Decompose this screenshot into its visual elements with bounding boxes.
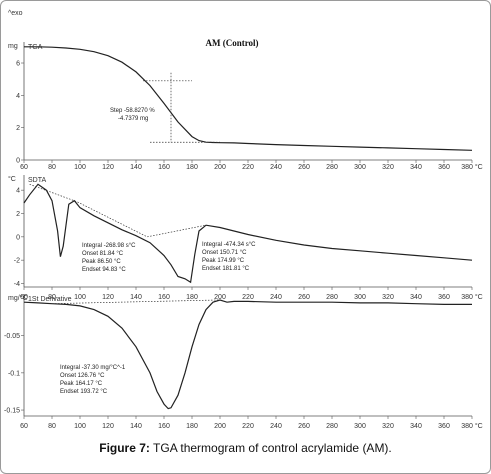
y-tick-label: -0.15 <box>4 408 20 415</box>
x-tick-label: 220 <box>242 423 254 430</box>
peak2-annotation-line: Integral -474.34 s°C <box>202 242 256 248</box>
derivative-annotation-line: Peak 164.17 °C <box>60 381 103 387</box>
curve-1st-derivative <box>23 299 472 410</box>
x-tick-label: 340 <box>410 423 422 430</box>
chart-title: AM (Control) <box>205 38 258 48</box>
x-tick-label: 60 <box>20 164 28 171</box>
step-annotation-line: -4.7379 mg <box>118 116 148 122</box>
x-tick-label: 300 <box>354 294 366 301</box>
x-tick-label: 300 <box>354 164 366 171</box>
peak1-annotation-line: Peak 86.50 °C <box>82 259 121 265</box>
peak1-annotation-line: Integral -268.98 s°C <box>82 243 136 249</box>
x-tick-label: 220 <box>242 164 254 171</box>
x-tick-label: 340 <box>410 294 422 301</box>
y-tick-label: -0.1 <box>8 370 20 377</box>
y-tick-label: 2 <box>16 211 20 218</box>
y-unit-label-2: °C <box>8 175 16 183</box>
x-tick-label: 100 <box>74 423 86 430</box>
x-tick-label: 320 <box>382 294 394 301</box>
series-label-2: SDTA <box>28 177 46 184</box>
x-tick-label: 120 <box>102 164 114 171</box>
x-tick-label: 380 °C <box>461 293 482 301</box>
series-label-3: 1St Derivative <box>28 296 72 303</box>
figure-caption: Figure 7: TGA thermogram of control acry… <box>0 441 491 455</box>
step-annotation-line: Step -58.8270 % <box>110 108 155 114</box>
y-tick-label: 6 <box>16 61 20 68</box>
x-tick-label: 360 <box>438 294 450 301</box>
x-tick-label: 100 <box>74 164 86 171</box>
x-tick-label: 80 <box>48 423 56 430</box>
x-tick-label: 140 <box>130 164 142 171</box>
curve-tga <box>24 46 473 151</box>
exo-marker: ^exo <box>8 10 23 17</box>
x-tick-label: 320 <box>382 423 394 430</box>
x-tick-label: 80 <box>48 164 56 171</box>
x-tick-label: 280 <box>326 294 338 301</box>
y-unit-label-3: mg/°C <box>8 294 28 302</box>
series-label-1: TGA <box>28 44 43 51</box>
peak2-annotation-line: Peak 174.99 °C <box>202 258 245 264</box>
x-tick-label: 180 <box>186 423 198 430</box>
caption-text: TGA thermogram of control acrylamide (AM… <box>153 441 392 455</box>
x-tick-label: 220 <box>242 294 254 301</box>
x-tick-label: 140 <box>130 423 142 430</box>
x-tick-label: 160 <box>158 423 170 430</box>
x-tick-label: 260 <box>298 164 310 171</box>
x-tick-label: 120 <box>102 294 114 301</box>
x-tick-label: 340 <box>410 164 422 171</box>
y-tick-label: 0 <box>16 158 20 165</box>
y-tick-label: 4 <box>16 93 20 100</box>
y-tick-label: -0.05 <box>4 333 20 340</box>
x-tick-label: 180 <box>186 164 198 171</box>
x-tick-label: 360 <box>438 164 450 171</box>
peak1-annotation-line: Endset 94.83 °C <box>82 267 126 273</box>
x-tick-label: 200 <box>214 164 226 171</box>
derivative-baseline <box>51 299 221 305</box>
x-tick-label: 200 <box>214 294 226 301</box>
x-tick-label: 320 <box>382 164 394 171</box>
x-tick-label: 160 <box>158 164 170 171</box>
peak2-annotation-line: Endset 181.81 °C <box>202 266 250 272</box>
x-tick-label: 360 <box>438 423 450 430</box>
curve-sdta <box>23 183 473 284</box>
x-tick-label: 160 <box>158 294 170 301</box>
x-tick-label: 280 <box>326 423 338 430</box>
derivative-annotation-line: Endset 193.72 °C <box>60 389 108 395</box>
x-tick-label: 140 <box>130 294 142 301</box>
derivative-annotation-line: Integral -37.30 mg/°C^-1 <box>60 365 126 371</box>
y-tick-label: -4 <box>14 281 20 288</box>
x-tick-label: 240 <box>270 164 282 171</box>
x-tick-label: 60 <box>20 423 28 430</box>
x-tick-label: 180 <box>186 294 198 301</box>
y-tick-label: 0 <box>16 234 20 241</box>
x-tick-label: 380 °C <box>461 163 482 171</box>
caption-label: Figure 7: <box>99 441 150 455</box>
x-tick-label: 260 <box>298 423 310 430</box>
y-unit-label-1: mg <box>8 43 18 50</box>
x-tick-label: 240 <box>270 423 282 430</box>
derivative-annotation-line: Onset 126.76 °C <box>60 373 105 379</box>
x-tick-label: 260 <box>298 294 310 301</box>
x-tick-label: 100 <box>74 294 86 301</box>
x-tick-label: 380 °C <box>461 422 482 430</box>
y-tick-label: -2 <box>14 258 20 265</box>
sdta-baseline <box>29 184 207 238</box>
x-tick-label: 240 <box>270 294 282 301</box>
x-tick-label: 300 <box>354 423 366 430</box>
x-tick-label: 120 <box>102 423 114 430</box>
x-tick-label: 200 <box>214 423 226 430</box>
peak1-annotation-line: Onset 81.84 °C <box>82 251 124 257</box>
peak2-annotation-line: Onset 150.71 °C <box>202 250 247 256</box>
y-tick-label: 4 <box>16 188 20 195</box>
x-tick-label: 80 <box>48 294 56 301</box>
y-tick-label: 2 <box>16 125 20 132</box>
x-tick-label: 280 <box>326 164 338 171</box>
